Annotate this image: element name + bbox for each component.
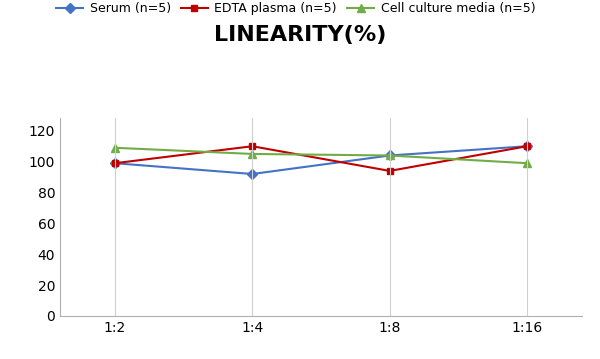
Text: LINEARITY(%): LINEARITY(%) [214, 25, 386, 45]
Serum (n=5) [523, 144, 530, 148]
Cell culture media (n=5) [523, 161, 530, 165]
Line: Cell culture media (n=5): Cell culture media (n=5) [111, 144, 531, 167]
EDTA plasma (n=5) [112, 161, 119, 165]
Legend: Serum (n=5), EDTA plasma (n=5), Cell culture media (n=5): Serum (n=5), EDTA plasma (n=5), Cell cul… [56, 2, 535, 15]
Line: EDTA plasma (n=5): EDTA plasma (n=5) [112, 143, 530, 174]
Cell culture media (n=5) [386, 153, 393, 158]
Cell culture media (n=5) [249, 152, 256, 156]
EDTA plasma (n=5) [249, 144, 256, 148]
Line: Serum (n=5): Serum (n=5) [112, 143, 530, 177]
Serum (n=5) [249, 172, 256, 176]
Cell culture media (n=5) [112, 146, 119, 150]
EDTA plasma (n=5) [523, 144, 530, 148]
Serum (n=5) [386, 153, 393, 158]
Serum (n=5) [112, 161, 119, 165]
EDTA plasma (n=5) [386, 169, 393, 173]
